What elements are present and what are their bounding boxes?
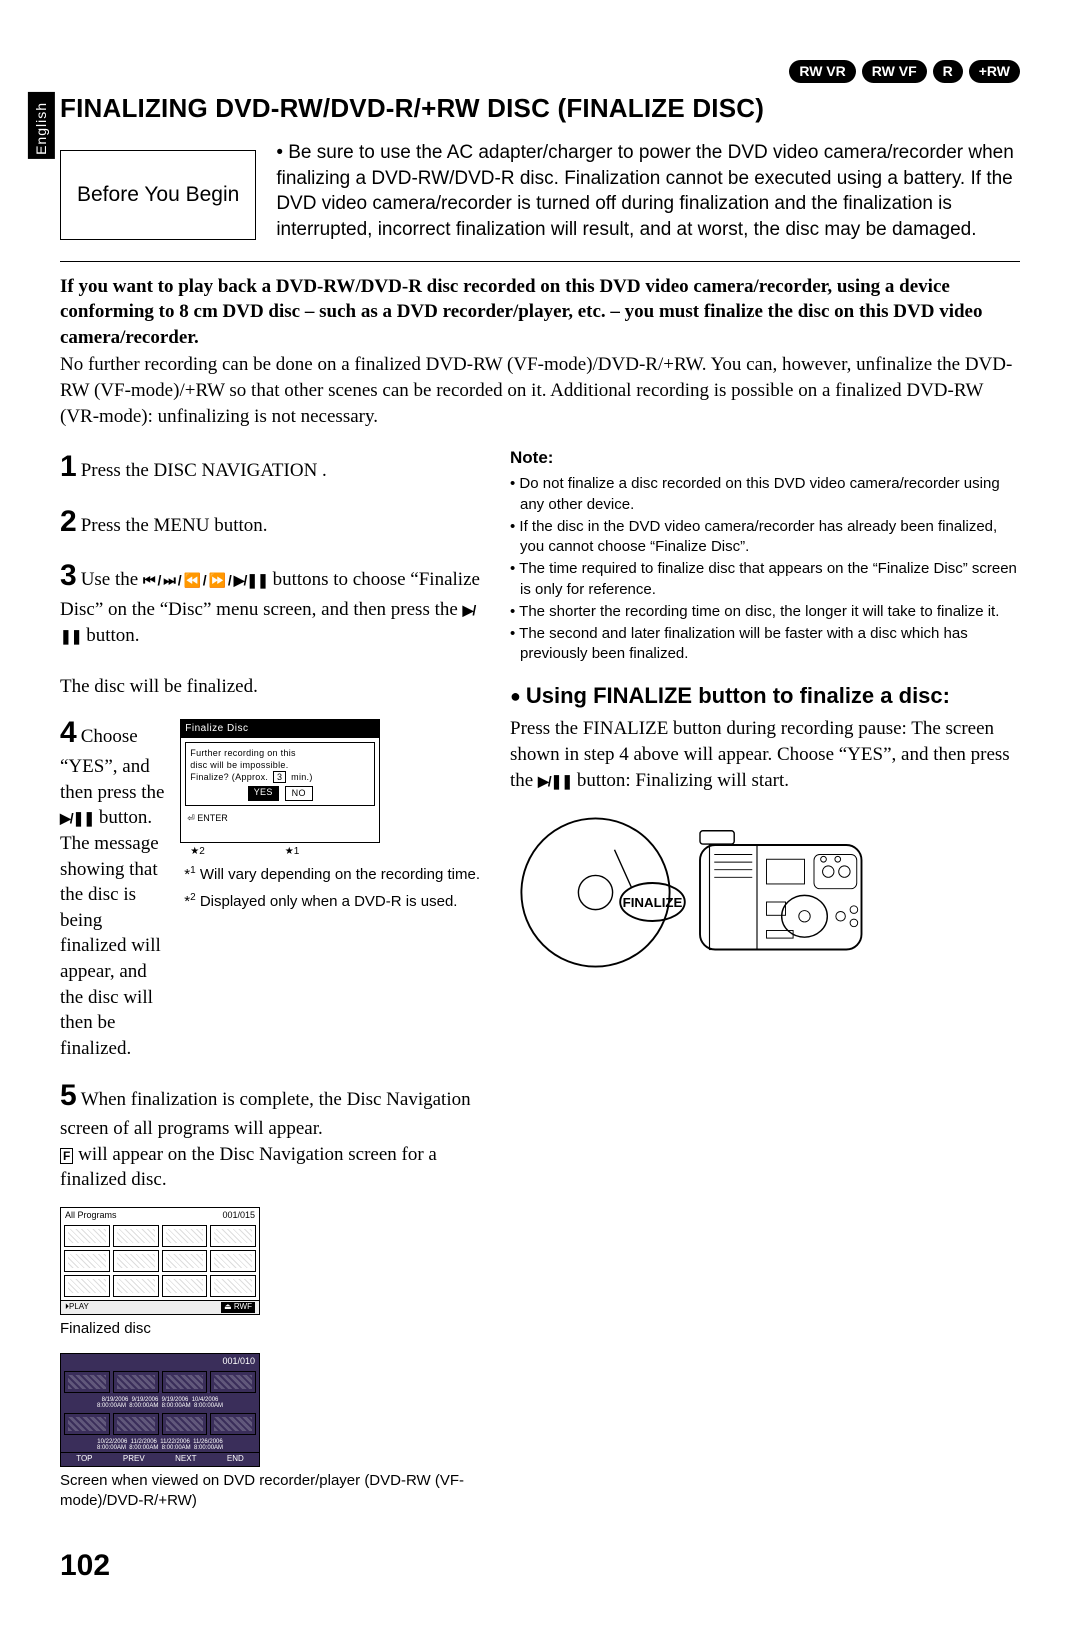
bold-instruction: If you want to play back a DVD-RW/DVD-R …: [60, 274, 1020, 351]
side-language-tab: English: [28, 92, 55, 159]
note-label: Note:: [510, 447, 1020, 470]
dialog-title: Finalize Disc: [181, 720, 379, 738]
nav1-badge: ⏏ RWF: [221, 1302, 255, 1313]
badge-r: R: [933, 60, 963, 83]
nav2-menu: TOP PREV NEXT END: [61, 1452, 259, 1466]
step-5a: When finalization is complete, the Disc …: [60, 1089, 471, 1140]
intro-bullet-text: Be sure to use the AC adapter/charger to…: [276, 140, 1020, 243]
nav-screen-1: All Programs 001/015 ⏵PLAY ⏏ RWF: [60, 1207, 260, 1315]
nav2-date2: 10/22/2006 11/2/2006 11/22/2006 11/26/20…: [61, 1438, 259, 1452]
nav1-thumbs: [61, 1222, 259, 1300]
nav1-title-left: All Programs: [65, 1209, 117, 1221]
step-1-text: Press the DISC NAVIGATION .: [81, 460, 327, 481]
note-list: Do not finalize a disc recorded on this …: [510, 474, 1020, 664]
camera-illustration: FINALIZE: [510, 807, 890, 978]
step-4: 4Choose “YES”, and then press the ▶/❚❚ b…: [60, 713, 166, 1061]
dialog-yes: YES: [248, 786, 279, 800]
badge-rwvf: RW VF: [862, 60, 927, 83]
dialog-line3b: min.): [291, 772, 313, 782]
page-number: 102: [60, 1546, 1020, 1587]
dialog-line3a: Finalize? (Approx.: [190, 772, 268, 782]
finalized-mark-icon: F: [60, 1148, 73, 1164]
note-2: If the disc in the DVD video camera/reco…: [510, 517, 1020, 558]
finalize-button-body: Press the FINALIZE button during recordi…: [510, 716, 1020, 793]
step-2-text: Press the MENU button.: [81, 515, 268, 536]
step-num-4: 4: [60, 716, 77, 749]
step-3: 3Use the ⏮ / ⏭ / ⏪ / ⏩ / ▶/❚❚ buttons to…: [60, 556, 480, 699]
dialog-line1: Further recording on this: [190, 747, 370, 759]
step-3d: The disc will be finalized.: [60, 676, 258, 697]
footnote-1: *1 Will vary depending on the recording …: [180, 864, 480, 885]
note-4: The shorter the recording time on disc, …: [510, 602, 1020, 622]
step-num-1: 1: [60, 450, 77, 483]
step-5: 5When finalization is complete, the Disc…: [60, 1076, 480, 1193]
star-2: ★2: [190, 845, 205, 859]
finalize-button-subhead: Using FINALIZE button to finalize a disc…: [510, 681, 1020, 711]
step-3c: button.: [81, 625, 139, 646]
badge-rwvr: RW VR: [789, 60, 855, 83]
badge-plusrw: +RW: [969, 60, 1020, 83]
play-pause-icon-2: ▶/❚❚: [60, 810, 94, 826]
dialog-no: NO: [285, 786, 313, 800]
star-1: ★1: [285, 845, 300, 859]
finalize-bubble-label: FINALIZE: [623, 895, 683, 910]
step-num-2: 2: [60, 505, 77, 538]
disc-type-badges: RW VR RW VF R +RW: [60, 60, 1020, 83]
finalize-disc-dialog: Finalize Disc Further recording on this …: [180, 719, 380, 842]
note-1: Do not finalize a disc recorded on this …: [510, 474, 1020, 515]
nav-buttons-icon: ⏮ / ⏭ / ⏪ / ⏩ / ▶/❚❚: [143, 572, 268, 588]
nav2-title-right: 001/010: [222, 1355, 255, 1367]
step-num-3: 3: [60, 559, 77, 592]
step-1: 1Press the DISC NAVIGATION .: [60, 447, 480, 488]
page-title: FINALIZING DVD-RW/DVD-R/+RW DISC (FINALI…: [60, 91, 1020, 126]
nav2-date1: 8/19/2006 9/19/2006 9/19/2006 10/4/20068…: [61, 1396, 259, 1410]
before-you-begin-box: Before You Begin: [60, 150, 256, 240]
footnote-2: *2 Displayed only when a DVD-R is used.: [180, 891, 480, 912]
step-2: 2Press the MENU button.: [60, 502, 480, 543]
nav2-thumbs-row2: [61, 1410, 259, 1438]
step-5b: will appear on the Disc Navigation scree…: [60, 1144, 437, 1191]
note-3: The time required to finalize disc that …: [510, 559, 1020, 600]
nav2-caption: Screen when viewed on DVD recorder/playe…: [60, 1471, 480, 1512]
dialog-min-box: 3: [273, 771, 286, 783]
dialog-enter: ⏎ ENTER: [181, 810, 379, 826]
body-explanation: No further recording can be done on a fi…: [60, 352, 1020, 429]
nav1-play: ⏵PLAY: [65, 1302, 89, 1313]
nav1-title-right: 001/015: [222, 1209, 255, 1221]
step-3a: Use the: [81, 569, 143, 590]
nav2-thumbs-row1: [61, 1368, 259, 1396]
nav-screen-2: 001/010 8/19/2006 9/19/2006 9/19/2006 10…: [60, 1353, 260, 1467]
play-pause-icon-3: ▶/❚❚: [538, 773, 572, 789]
step-num-5: 5: [60, 1079, 77, 1112]
nav1-caption: Finalized disc: [60, 1319, 480, 1339]
dialog-line2: disc will be impossible.: [190, 759, 370, 771]
note-5: The second and later finalization will b…: [510, 624, 1020, 665]
step-4b: button. The message showing that the dis…: [60, 807, 161, 1059]
